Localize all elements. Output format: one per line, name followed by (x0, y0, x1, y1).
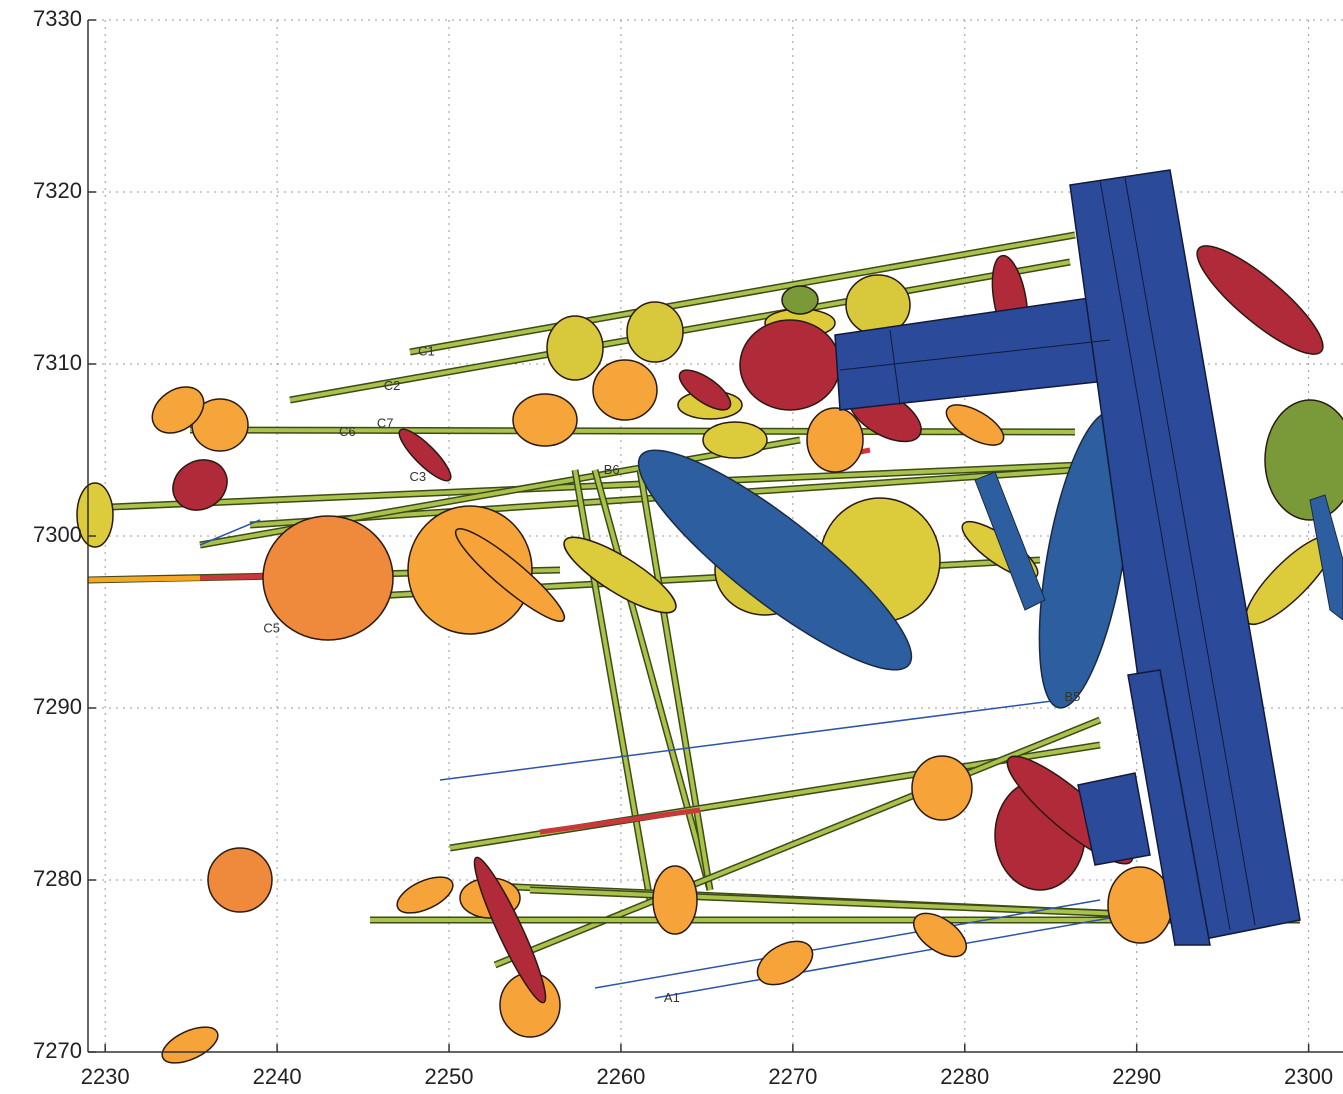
disc (77, 483, 113, 547)
annotation: B5 (1064, 689, 1080, 704)
drillhole-thin (655, 918, 1110, 998)
disc (547, 316, 603, 380)
disc (782, 286, 818, 314)
x-tick-label: 2270 (768, 1064, 817, 1089)
x-tick-label: 2230 (81, 1064, 130, 1089)
interval (88, 578, 200, 580)
annotation: C7 (377, 416, 394, 431)
y-tick-label: 7280 (33, 866, 82, 891)
disc (912, 756, 972, 820)
disc (555, 525, 684, 624)
disc (593, 360, 657, 420)
y-tick-label: 7310 (33, 350, 82, 375)
disc (1108, 867, 1172, 943)
disc (703, 422, 767, 458)
y-tick-label: 7300 (33, 522, 82, 547)
disc (164, 450, 236, 520)
interval (540, 810, 700, 832)
disc (513, 394, 577, 446)
x-tick-label: 2240 (253, 1064, 302, 1089)
disc (263, 516, 393, 640)
disc (1265, 400, 1343, 520)
annotation: C2 (384, 378, 401, 393)
x-tick-label: 2280 (940, 1064, 989, 1089)
blue-block (1078, 773, 1150, 865)
chart: 2230 2240 2250 2260 2270 2280 2290 2300 7270 7280… (0, 0, 1343, 1094)
disc (208, 848, 272, 912)
drillhole (190, 430, 1075, 432)
y-tick-label: 7290 (33, 694, 82, 719)
y-tick-label: 7270 (33, 1038, 82, 1063)
x-tick-label: 2250 (425, 1064, 474, 1089)
annotation: C5 (263, 620, 280, 635)
disc (1185, 232, 1336, 369)
x-tick-label: 2300 (1284, 1064, 1333, 1089)
disc (627, 302, 683, 362)
annotation: C3 (409, 469, 426, 484)
annotation: C1 (418, 343, 435, 358)
disc (740, 320, 840, 410)
annotation: A1 (664, 990, 680, 1005)
disc (940, 397, 1009, 453)
y-tick-label: 7330 (33, 6, 82, 31)
disc (906, 905, 974, 966)
disc (653, 866, 697, 934)
page: {"chart_data": {"type": "scatter", "xlim… (0, 0, 1343, 1094)
x-tick-label: 2260 (596, 1064, 645, 1089)
disc (807, 408, 863, 472)
disc (750, 932, 820, 993)
y-tick-label: 7320 (33, 178, 82, 203)
annotation: B6 (604, 462, 620, 477)
annotation: C6 (339, 424, 356, 439)
disc (157, 1020, 223, 1071)
disc (392, 870, 458, 921)
x-tick-label: 2290 (1112, 1064, 1161, 1089)
